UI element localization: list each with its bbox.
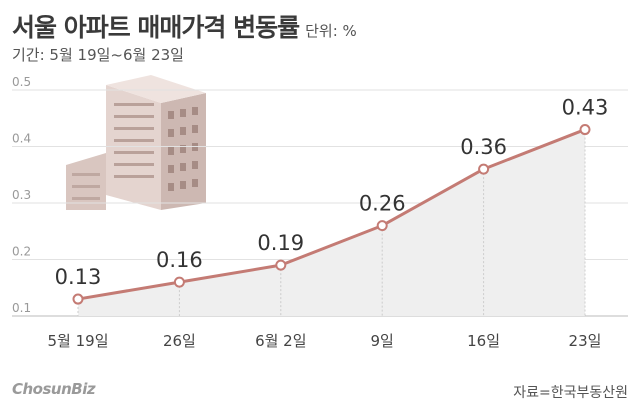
data-label: 0.43	[562, 96, 609, 120]
data-label: 0.36	[460, 135, 507, 159]
y-tick-label: 0.4	[12, 132, 31, 146]
y-tick-label: 0.5	[12, 75, 31, 89]
series-line	[77, 128, 586, 301]
data-label: 0.26	[359, 192, 406, 216]
chosunbiz-logo: ChosunBiz	[12, 380, 96, 398]
y-tick-label: 0.1	[12, 301, 31, 315]
data-point	[478, 163, 490, 175]
y-tick-label: 0.3	[12, 188, 31, 202]
period-label: 기간: 5월 19일~6월 23일	[12, 46, 184, 64]
data-label: 0.16	[156, 248, 203, 272]
y-tick-label: 0.2	[12, 245, 31, 259]
x-tick-label: 23일	[569, 332, 602, 350]
data-point	[579, 124, 591, 136]
data-label: 0.19	[257, 231, 304, 255]
data-point	[72, 293, 84, 305]
area-fill	[78, 129, 585, 316]
x-tick-label: 9일	[371, 332, 394, 350]
chart-title: 서울 아파트 매매가격 변동률 단위: %	[12, 13, 357, 42]
x-tick-label: 6월 2일	[255, 332, 306, 350]
x-tick-label: 5월 19일	[48, 332, 109, 350]
data-point	[275, 259, 287, 271]
source-label: 자료=한국부동산원	[513, 385, 628, 401]
x-tick-label: 16일	[467, 332, 500, 350]
x-tick-label: 26일	[163, 332, 196, 350]
unit-label: 단위: %	[305, 22, 357, 40]
building-illustration	[66, 75, 206, 210]
data-label: 0.13	[55, 265, 102, 289]
data-point	[173, 276, 185, 288]
data-point	[376, 220, 388, 232]
